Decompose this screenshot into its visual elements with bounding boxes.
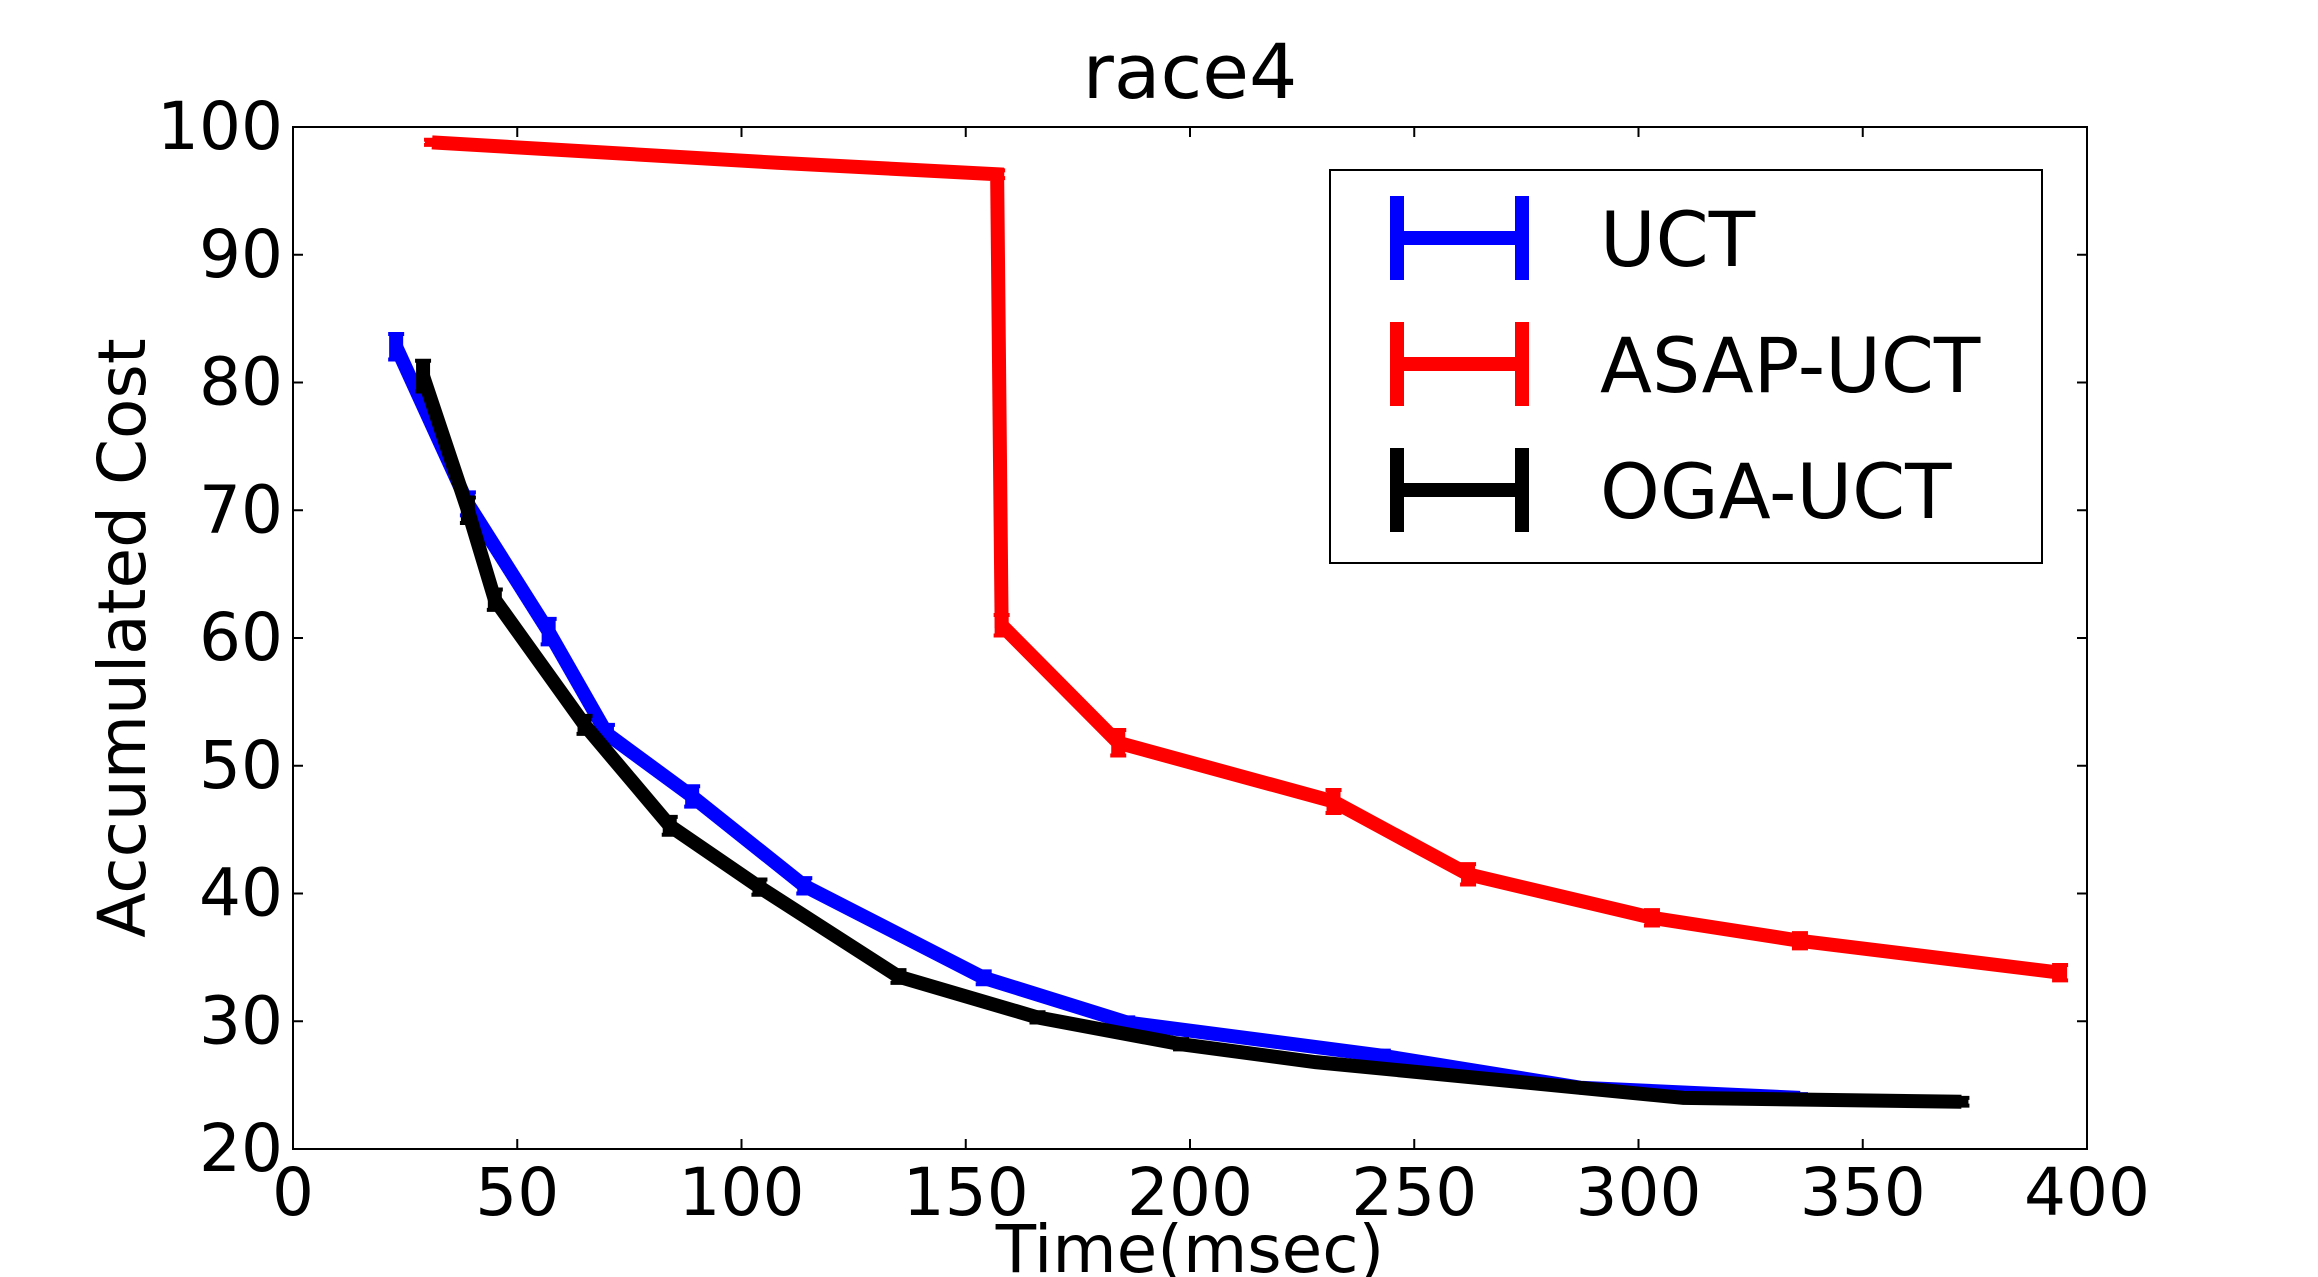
data-point (431, 141, 434, 144)
x-tick-label: 50 (475, 1154, 559, 1231)
legend-label: OGA-UCT (1600, 447, 1952, 536)
x-tick-label: 300 (1576, 1154, 1702, 1231)
x-tick-label: 100 (679, 1154, 805, 1231)
data-point (605, 732, 608, 735)
y-axis: 20 30 40 50 60 70 80 90 100 (157, 88, 2087, 1187)
x-axis-label: Time(msec) (995, 1211, 1385, 1277)
data-point (1180, 1043, 1183, 1046)
data-point (1332, 800, 1335, 803)
data-point (493, 598, 496, 601)
series-line (431, 135, 2061, 980)
data-point (422, 375, 425, 378)
legend-label: UCT (1600, 195, 1756, 284)
series-line (416, 373, 1962, 1109)
data-point (897, 975, 900, 978)
data-point (691, 795, 694, 798)
data-point (803, 884, 806, 887)
y-tick-label: 20 (199, 1110, 283, 1187)
series-layer (388, 135, 2069, 1109)
x-tick-label: 250 (1351, 1154, 1477, 1231)
data-point (1798, 939, 1801, 942)
data-point (668, 824, 671, 827)
legend-item-oga-uct: OGA-UCT (1390, 447, 1952, 536)
y-tick-label: 50 (199, 727, 283, 804)
data-point (583, 723, 586, 726)
data-point (1960, 1100, 1963, 1103)
legend-item-asap-uct: ASAP-UCT (1390, 321, 1981, 410)
data-point (1467, 873, 1470, 876)
data-point (758, 886, 761, 889)
data-point (466, 509, 469, 512)
data-point (996, 173, 999, 176)
data-point (395, 345, 398, 348)
x-axis: 0 50 100 150 200 250 300 350 400 (272, 127, 2150, 1231)
y-axis-label: Accumulated Cost (84, 338, 161, 937)
legend: UCT ASAP-UCT OGA-UCT (1329, 169, 2043, 564)
data-point (2059, 971, 2062, 974)
y-tick-label: 100 (157, 88, 283, 165)
y-tick-label: 90 (199, 216, 283, 293)
legend-label: ASAP-UCT (1600, 321, 1981, 410)
series-oga-uct (415, 358, 1970, 1109)
data-point (547, 630, 550, 633)
x-tick-label: 400 (2024, 1154, 2150, 1231)
y-tick-label: 60 (199, 599, 283, 676)
data-point (1000, 624, 1003, 627)
x-tick-label: 200 (1127, 1154, 1253, 1231)
y-tick-label: 40 (199, 855, 283, 932)
x-tick-label: 350 (1800, 1154, 1926, 1231)
data-point (1117, 741, 1120, 744)
x-tick-label: 150 (903, 1154, 1029, 1231)
data-point (776, 161, 779, 164)
series-asap-uct (424, 135, 2069, 983)
legend-item-uct: UCT (1390, 195, 1756, 284)
y-tick-label: 70 (199, 471, 283, 548)
x-tick-label: 0 (272, 1154, 314, 1231)
data-point (1682, 1096, 1685, 1099)
y-tick-label: 80 (199, 344, 283, 421)
data-point (982, 976, 985, 979)
data-point (1314, 1061, 1317, 1064)
data-point (1126, 1021, 1129, 1024)
chart-title: race4 (1083, 27, 1298, 116)
data-point (1036, 1016, 1039, 1019)
data-point (1650, 916, 1653, 919)
y-tick-label: 30 (199, 982, 283, 1059)
data-point (1381, 1054, 1384, 1057)
